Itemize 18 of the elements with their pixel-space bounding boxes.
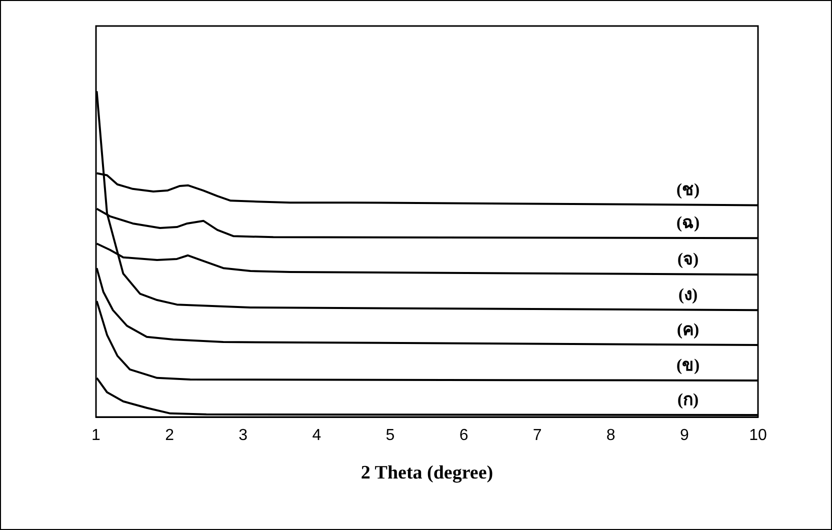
x-tick-label: 6 [459, 427, 468, 444]
x-tick-label: 5 [386, 427, 395, 444]
x-tick-label: 1 [92, 427, 101, 444]
series-label: (ข) [676, 355, 700, 374]
series-label: (ฉ) [676, 213, 700, 232]
x-tick-label: 9 [680, 427, 689, 444]
x-tick-label: 3 [238, 427, 248, 444]
x-tick-label: 4 [312, 427, 322, 444]
x-tick-label: 2 [165, 427, 174, 444]
x-tick-label: 8 [606, 427, 616, 444]
series-label: (จ) [677, 250, 699, 268]
series-label: (ก) [677, 390, 699, 409]
x-axis-title: 2 Theta (degree) [360, 462, 494, 484]
series-label: (ค) [676, 320, 700, 339]
x-tick-label: 7 [532, 427, 542, 444]
series-label: (ช) [676, 180, 700, 200]
series-label: (ง) [678, 285, 698, 304]
x-tick-label: 10 [749, 427, 767, 444]
